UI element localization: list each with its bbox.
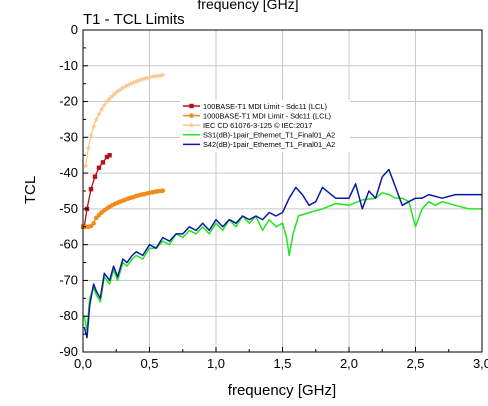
x-tick-label: 2,0 — [340, 356, 358, 371]
series-1-point — [104, 154, 110, 160]
y-tick-label: -20 — [59, 94, 78, 109]
x-tick-label: 0,5 — [140, 356, 158, 371]
series-3-point — [104, 98, 110, 104]
x-tick-label: 1,5 — [273, 356, 291, 371]
legend-marker — [189, 103, 194, 109]
y-tick-label: -70 — [59, 272, 78, 287]
y-tick-label: 0 — [71, 22, 78, 37]
series-3-point — [112, 90, 118, 97]
series-3-point — [93, 116, 100, 122]
series-3-point — [130, 79, 137, 86]
series-2 — [80, 188, 166, 230]
legend-label: IEC CD 61076-3-125 © IEC:2017 — [203, 121, 312, 130]
y-tick-label: -10 — [59, 58, 78, 73]
x-tick-label: 0,0 — [74, 356, 92, 371]
y-tick-label: -50 — [59, 201, 78, 216]
series-3-point — [146, 74, 153, 80]
series-3-point — [125, 82, 132, 88]
x-axis-label: frequency [GHz] — [228, 382, 336, 399]
legend-label: S31(dB)-1pair_Ethernet_T1_Final01_A2 — [203, 131, 335, 140]
y-tick-label: -90 — [59, 344, 78, 359]
y-tick-label: -60 — [59, 237, 78, 252]
series-3-point — [133, 78, 140, 84]
top-cropped-label: frequency [GHz] — [197, 0, 298, 12]
legend: 100BASE-T1 MDI Limit - Sdc11 (LCL)1000BA… — [180, 100, 350, 152]
series-2-point — [91, 220, 96, 226]
axis-ticks: 0,0 0,5 1,0 1,5 2,0 2,5 3,0 0 -10 -20 -30 -40 -50 -60… — [59, 22, 488, 371]
series-4-line — [83, 192, 482, 332]
series-3-point — [106, 95, 113, 102]
legend-label: 1000BASE-T1 MDI Limit - Sdc11 (LCL) — [203, 111, 331, 120]
x-tick-label: 2,5 — [406, 356, 424, 371]
y-axis-label: TCL — [22, 176, 39, 204]
series-4 — [83, 192, 482, 332]
series-1-point — [92, 174, 98, 179]
series-3-point — [96, 111, 102, 117]
series-3-point — [122, 83, 129, 89]
y-tick-label: -40 — [59, 165, 78, 180]
series-3-point — [149, 73, 156, 79]
series-1-point — [107, 153, 112, 158]
chart-title: T1 - TCL Limits — [83, 11, 185, 28]
series-3-point — [82, 162, 89, 169]
legend-box — [180, 100, 350, 152]
series-3 — [82, 72, 166, 169]
legend-label: 100BASE-T1 MDI Limit - Sdc11 (LCL) — [203, 102, 327, 111]
series-3-point — [117, 86, 124, 93]
series-2-point — [160, 188, 166, 193]
series-3-point — [136, 77, 142, 83]
legend-marker — [188, 122, 195, 128]
series-3-point — [128, 80, 134, 87]
series-5 — [83, 168, 482, 339]
legend-label: S42(dB)-1pair_Ethernet_T1_Final01_A2 — [203, 140, 335, 149]
series-5-line — [83, 168, 482, 339]
y-tick-label: -80 — [59, 308, 78, 323]
series-3-point — [154, 72, 161, 79]
series-1-point — [100, 160, 106, 165]
x-tick-label: 3,0 — [473, 356, 488, 371]
series-3-point — [120, 84, 126, 91]
series-3-point — [98, 106, 105, 112]
series-3-point — [114, 88, 121, 94]
series-1-point — [88, 187, 94, 192]
legend-marker — [189, 113, 194, 118]
series-3-point — [90, 123, 97, 130]
series-3-point — [109, 93, 116, 99]
series-3-point — [143, 74, 150, 81]
series-3-point — [159, 72, 166, 78]
series-1-point — [96, 165, 102, 170]
series-3-point — [141, 75, 148, 82]
series-layer — [80, 72, 482, 339]
series-3-point — [85, 145, 92, 151]
x-tick-label: 1,0 — [207, 356, 225, 371]
series-3-point — [88, 132, 94, 138]
series-3-point — [151, 73, 158, 79]
y-tick-label: -30 — [59, 129, 78, 144]
series-3-point — [157, 72, 163, 78]
series-3-point — [138, 76, 145, 82]
series-3-point — [101, 102, 108, 108]
